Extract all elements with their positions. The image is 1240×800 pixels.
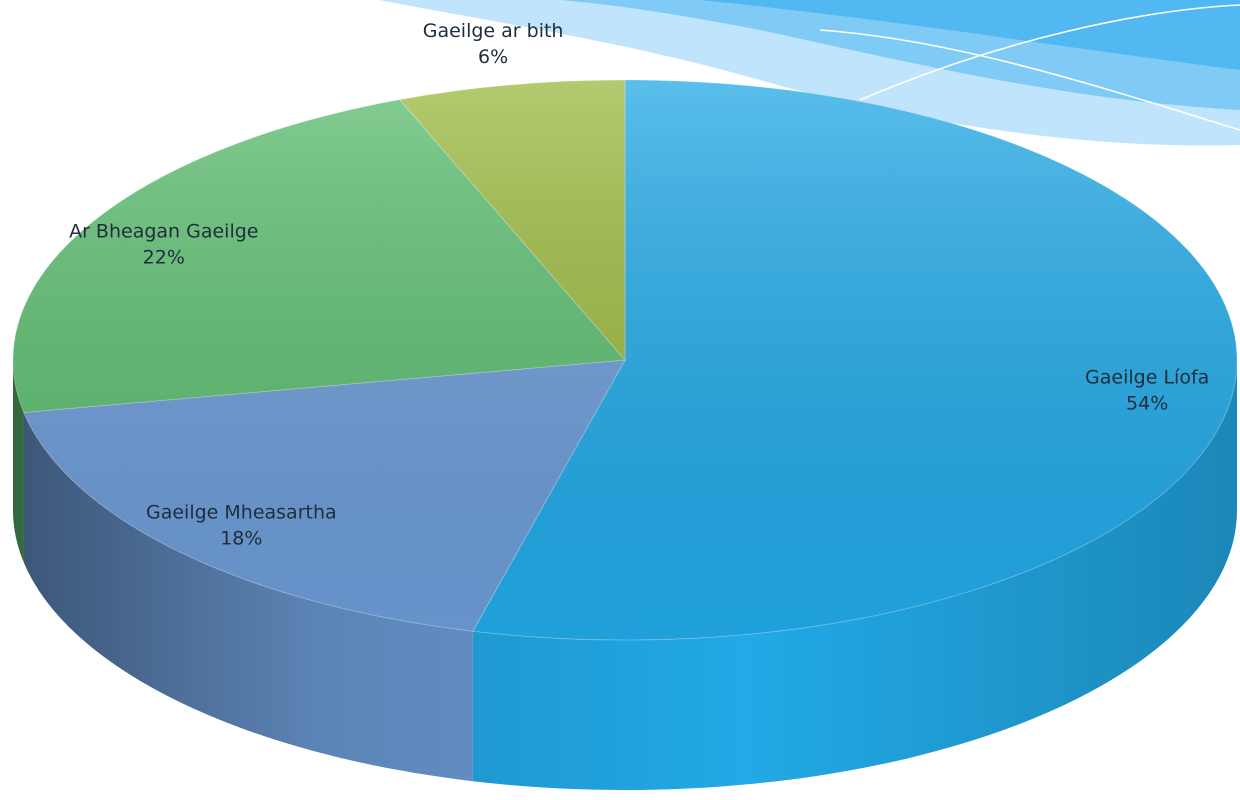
- slice-label: Ar Bheagan Gaeilge: [69, 220, 258, 242]
- slice-label: Gaeilge Mheasartha: [146, 501, 337, 523]
- slice-value-label: 6%: [478, 46, 508, 68]
- swoosh: [700, 0, 1240, 70]
- side-shading: [13, 360, 1237, 790]
- swoosh-line: [859, 4, 1240, 101]
- slice-value-label: 22%: [143, 246, 185, 268]
- slice-label: Gaeilge Líofa: [1085, 367, 1209, 389]
- slice-value-label: 54%: [1126, 393, 1168, 415]
- slice-value-label: 18%: [220, 527, 262, 549]
- slice-label: Gaeilge ar bith: [423, 20, 564, 42]
